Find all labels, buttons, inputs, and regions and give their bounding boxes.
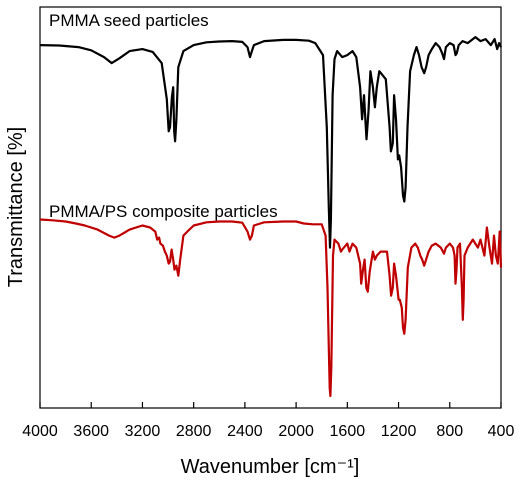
series-line-pmma-seed — [39, 35, 502, 249]
plot-frame — [39, 6, 502, 409]
x-tick-label: 3600 — [73, 423, 109, 440]
x-tick-label: 1600 — [330, 423, 366, 440]
x-tick-label: 3200 — [125, 423, 161, 440]
x-tick-label: 2000 — [278, 423, 314, 440]
x-axis-ticks: 4000 3600 3200 2800 2400 2000 1600 1200 800 400 — [22, 402, 514, 440]
x-tick-label: 1200 — [381, 423, 417, 440]
series-line-pmma-ps-composite — [39, 218, 503, 398]
x-axis-label: Wavenumber [cm⁻¹] — [181, 456, 360, 478]
x-tick-label: 2800 — [176, 423, 212, 440]
x-tick-label: 2400 — [227, 423, 263, 440]
series-layer — [39, 35, 503, 398]
y-axis-label: Transmittance [%] — [5, 127, 27, 287]
x-tick-label: 400 — [488, 423, 515, 440]
x-tick-label: 4000 — [22, 423, 58, 440]
series-label-pmma-seed: PMMA seed particles — [49, 11, 209, 30]
x-tick-label: 800 — [436, 423, 463, 440]
series-label-pmma-ps-composite: PMMA/PS composite particles — [49, 202, 278, 221]
